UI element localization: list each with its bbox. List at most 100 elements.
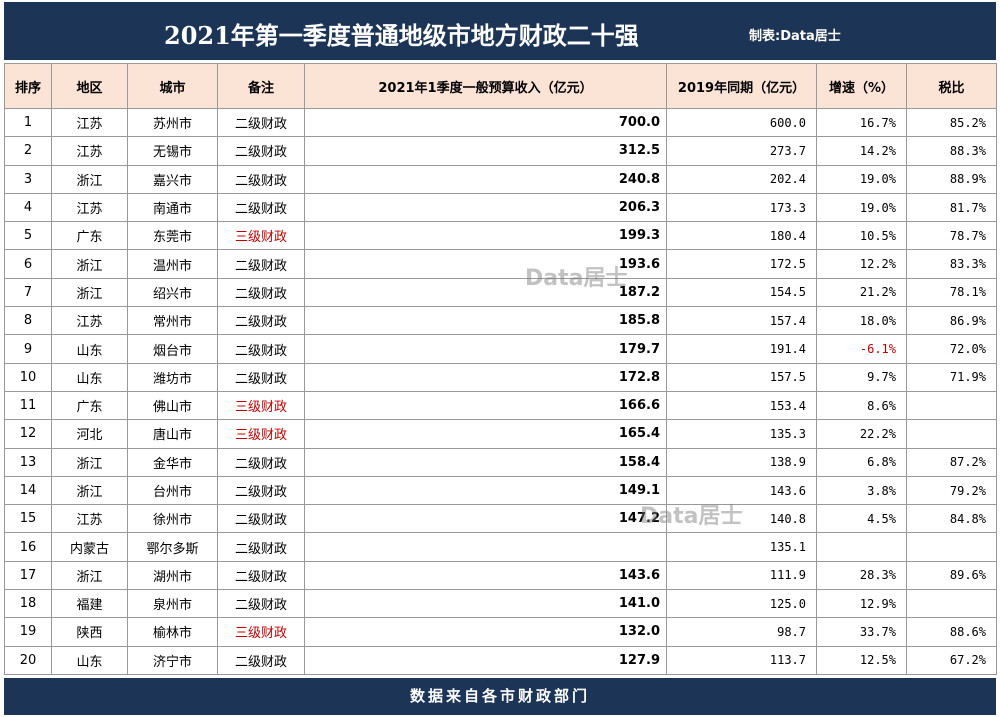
table-cell: 潍坊市 xyxy=(127,362,218,392)
table-cell: 三级财政 xyxy=(217,419,305,449)
table-cell: 二级财政 xyxy=(217,504,305,534)
table-cell: 21.2% xyxy=(816,277,907,308)
table-cell: 湖州市 xyxy=(127,560,218,591)
table-cell: 9 xyxy=(4,334,52,364)
table-cell xyxy=(906,419,997,449)
table-row: 19 陕西 榆林市 三级财政 132.0 98.7 33.7% 88.6% xyxy=(4,617,997,647)
table-cell: 153.4 xyxy=(666,390,817,421)
table-cell: 唐山市 xyxy=(127,419,218,449)
table-cell: 191.4 xyxy=(666,334,817,364)
cell-text: 179.7 xyxy=(618,341,660,357)
table-cell: 172.8 xyxy=(304,362,667,392)
table-row: 15 江苏 徐州市 二级财政 147.2 140.8 4.5% 84.8% xyxy=(4,504,997,534)
table-cell: 5 xyxy=(4,221,52,251)
table-cell: 86.9% xyxy=(906,306,997,336)
table-cell: 78.7% xyxy=(906,221,997,251)
table-cell: 166.6 xyxy=(304,390,667,421)
footer: 数据来自各市财政部门 xyxy=(4,678,996,715)
table-cell: 13 xyxy=(4,447,52,477)
table-cell: 28.3% xyxy=(816,560,907,591)
table-cell: 10 xyxy=(4,362,52,392)
cell-text: 158.4 xyxy=(618,454,660,470)
table-cell: 79.2% xyxy=(906,475,997,506)
table-cell: 济宁市 xyxy=(127,645,218,675)
table-cell: 二级财政 xyxy=(217,277,305,308)
table-cell: 二级财政 xyxy=(217,589,305,619)
table-row: 14 浙江 台州市 二级财政 149.1 143.6 3.8% 79.2% xyxy=(4,475,997,506)
table-cell: 1 xyxy=(4,107,52,138)
table-cell: 二级财政 xyxy=(217,306,305,336)
cell-text: 185.8 xyxy=(618,313,660,329)
column-header: 城市 xyxy=(127,63,218,109)
table-row: 11 广东 佛山市 三级财政 166.6 153.4 8.6% xyxy=(4,390,997,421)
cell-text: 312.5 xyxy=(618,143,660,159)
table-cell: 12.9% xyxy=(816,589,907,619)
cell-text: 193.6 xyxy=(618,256,660,272)
table-cell: 700.0 xyxy=(304,107,667,138)
table-cell: 福建 xyxy=(51,589,128,619)
credit: 制表:Data居士 xyxy=(749,29,841,44)
cell-text: 141.0 xyxy=(618,596,660,612)
table-cell: 东莞市 xyxy=(127,221,218,251)
table-cell: -6.1% xyxy=(816,334,907,364)
table-cell: 84.8% xyxy=(906,504,997,534)
table-cell: 113.7 xyxy=(666,645,817,675)
table-cell xyxy=(906,390,997,421)
table-cell: 125.0 xyxy=(666,589,817,619)
table-cell: 浙江 xyxy=(51,475,128,506)
table-cell: 111.9 xyxy=(666,560,817,591)
table-cell: 2 xyxy=(4,136,52,166)
table-row: 17 浙江 湖州市 二级财政 143.6 111.9 28.3% 89.6% xyxy=(4,560,997,591)
table-cell: 内蒙古 xyxy=(51,532,128,562)
table-row: 2 江苏 无锡市 二级财政 312.5 273.7 14.2% 88.3% xyxy=(4,136,997,166)
table-cell: 158.4 xyxy=(304,447,667,477)
table-cell: 87.2% xyxy=(906,447,997,477)
table-cell xyxy=(906,589,997,619)
table-cell: 鄂尔多斯 xyxy=(127,532,218,562)
table-cell: 山东 xyxy=(51,334,128,364)
table-cell: 南通市 xyxy=(127,192,218,223)
table-cell: 88.3% xyxy=(906,136,997,166)
table-cell: 陕西 xyxy=(51,617,128,647)
table-cell: 172.5 xyxy=(666,249,817,279)
table-row: 6 浙江 温州市 二级财政 193.6 172.5 12.2% 83.3% xyxy=(4,249,997,279)
table-cell: 江苏 xyxy=(51,192,128,223)
table-cell: 202.4 xyxy=(666,164,817,194)
table-cell: 烟台市 xyxy=(127,334,218,364)
table-row: 10 山东 潍坊市 二级财政 172.8 157.5 9.7% 71.9% xyxy=(4,362,997,392)
column-header: 税比 xyxy=(906,63,997,109)
table-cell: 二级财政 xyxy=(217,192,305,223)
table-cell: 江苏 xyxy=(51,306,128,336)
table-cell: 600.0 xyxy=(666,107,817,138)
table-cell: 7 xyxy=(4,277,52,308)
table-cell: 135.3 xyxy=(666,419,817,449)
cell-text: 147.2 xyxy=(618,511,660,527)
cell-text: 166.6 xyxy=(618,398,660,414)
table-cell: 嘉兴市 xyxy=(127,164,218,194)
table-cell: 二级财政 xyxy=(217,532,305,562)
table-cell: 157.5 xyxy=(666,362,817,392)
table-cell: 67.2% xyxy=(906,645,997,675)
table-cell: 17 xyxy=(4,560,52,591)
table-cell: 14.2% xyxy=(816,136,907,166)
table-cell: 山东 xyxy=(51,645,128,675)
table-row: 4 江苏 南通市 二级财政 206.3 173.3 19.0% 81.7% xyxy=(4,192,997,223)
table-cell: 4 xyxy=(4,192,52,223)
cell-text: 149.1 xyxy=(618,483,660,498)
table-cell: 浙江 xyxy=(51,249,128,279)
table-cell: 三级财政 xyxy=(217,221,305,251)
table-row: 12 河北 唐山市 三级财政 165.4 135.3 22.2% xyxy=(4,419,997,449)
table-cell: 广东 xyxy=(51,390,128,421)
table-cell: 206.3 xyxy=(304,192,667,223)
table-cell: 浙江 xyxy=(51,277,128,308)
table-cell: 台州市 xyxy=(127,475,218,506)
table-cell xyxy=(906,532,997,562)
cell-text: 127.9 xyxy=(618,652,660,668)
table-cell: 143.6 xyxy=(304,560,667,591)
table-row: 18 福建 泉州市 二级财政 141.0 125.0 12.9% xyxy=(4,589,997,619)
table-cell: 19.0% xyxy=(816,164,907,194)
table-row: 5 广东 东莞市 三级财政 199.3 180.4 10.5% 78.7% xyxy=(4,221,997,251)
table-cell: 312.5 xyxy=(304,136,667,166)
table-cell: 8.6% xyxy=(816,390,907,421)
